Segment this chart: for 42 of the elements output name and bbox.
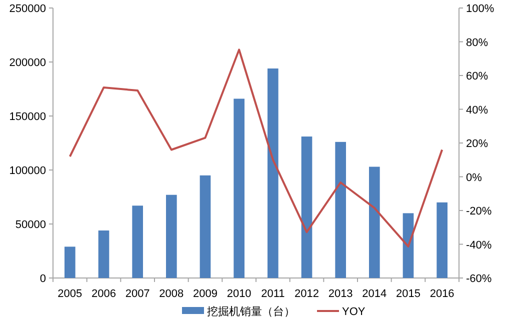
y2-tick-label: -40% [466,239,492,252]
x-tick-label: 2011 [261,288,285,300]
legend-label: YOY [342,306,366,318]
x-tick-label: 2010 [226,288,252,300]
bar [335,142,346,278]
bar [436,202,448,278]
bar [369,166,380,278]
x-tick-label: 2006 [92,288,116,300]
line-series [68,48,444,248]
y2-tick-label: 40% [466,104,488,116]
x-tick-label: 2014 [362,288,387,300]
x-tick-label: 2007 [125,288,150,300]
x-tick-label: 2015 [396,288,420,300]
y-tick-label: 0 [40,273,46,285]
bar [166,194,177,278]
bar [132,206,143,278]
bar [301,136,312,278]
y2-tick-label: 60% [466,70,488,82]
y2-tick-label: 100% [466,3,494,15]
bar [402,213,414,278]
y2-tick-label: 20% [466,138,488,150]
bar [98,230,110,278]
y2-tick-label: -20% [466,206,492,218]
legend-label: 挖掘机销量（台） [207,305,295,318]
y-tick-label: 150000 [9,111,46,123]
y-tick-label: 100000 [9,165,46,177]
bar [200,175,211,278]
bar [234,98,244,278]
y-tick-label: 250000 [9,3,46,15]
bar [268,68,278,278]
bar [64,246,76,278]
x-tick-label: 2005 [58,288,82,300]
y-tick-label: 50000 [15,219,46,231]
y2-tick-label: 0% [466,172,482,184]
y2-tick-label: 80% [466,36,488,49]
x-tick-label: 2009 [193,288,218,300]
y2-tick-label: -60% [466,273,492,285]
x-tick-label: 2016 [430,288,454,300]
x-tick-label: 2008 [159,288,184,300]
x-tick-label: 2013 [328,288,353,300]
x-tick-label: 2012 [294,288,319,300]
y-tick-label: 200000 [9,57,46,69]
